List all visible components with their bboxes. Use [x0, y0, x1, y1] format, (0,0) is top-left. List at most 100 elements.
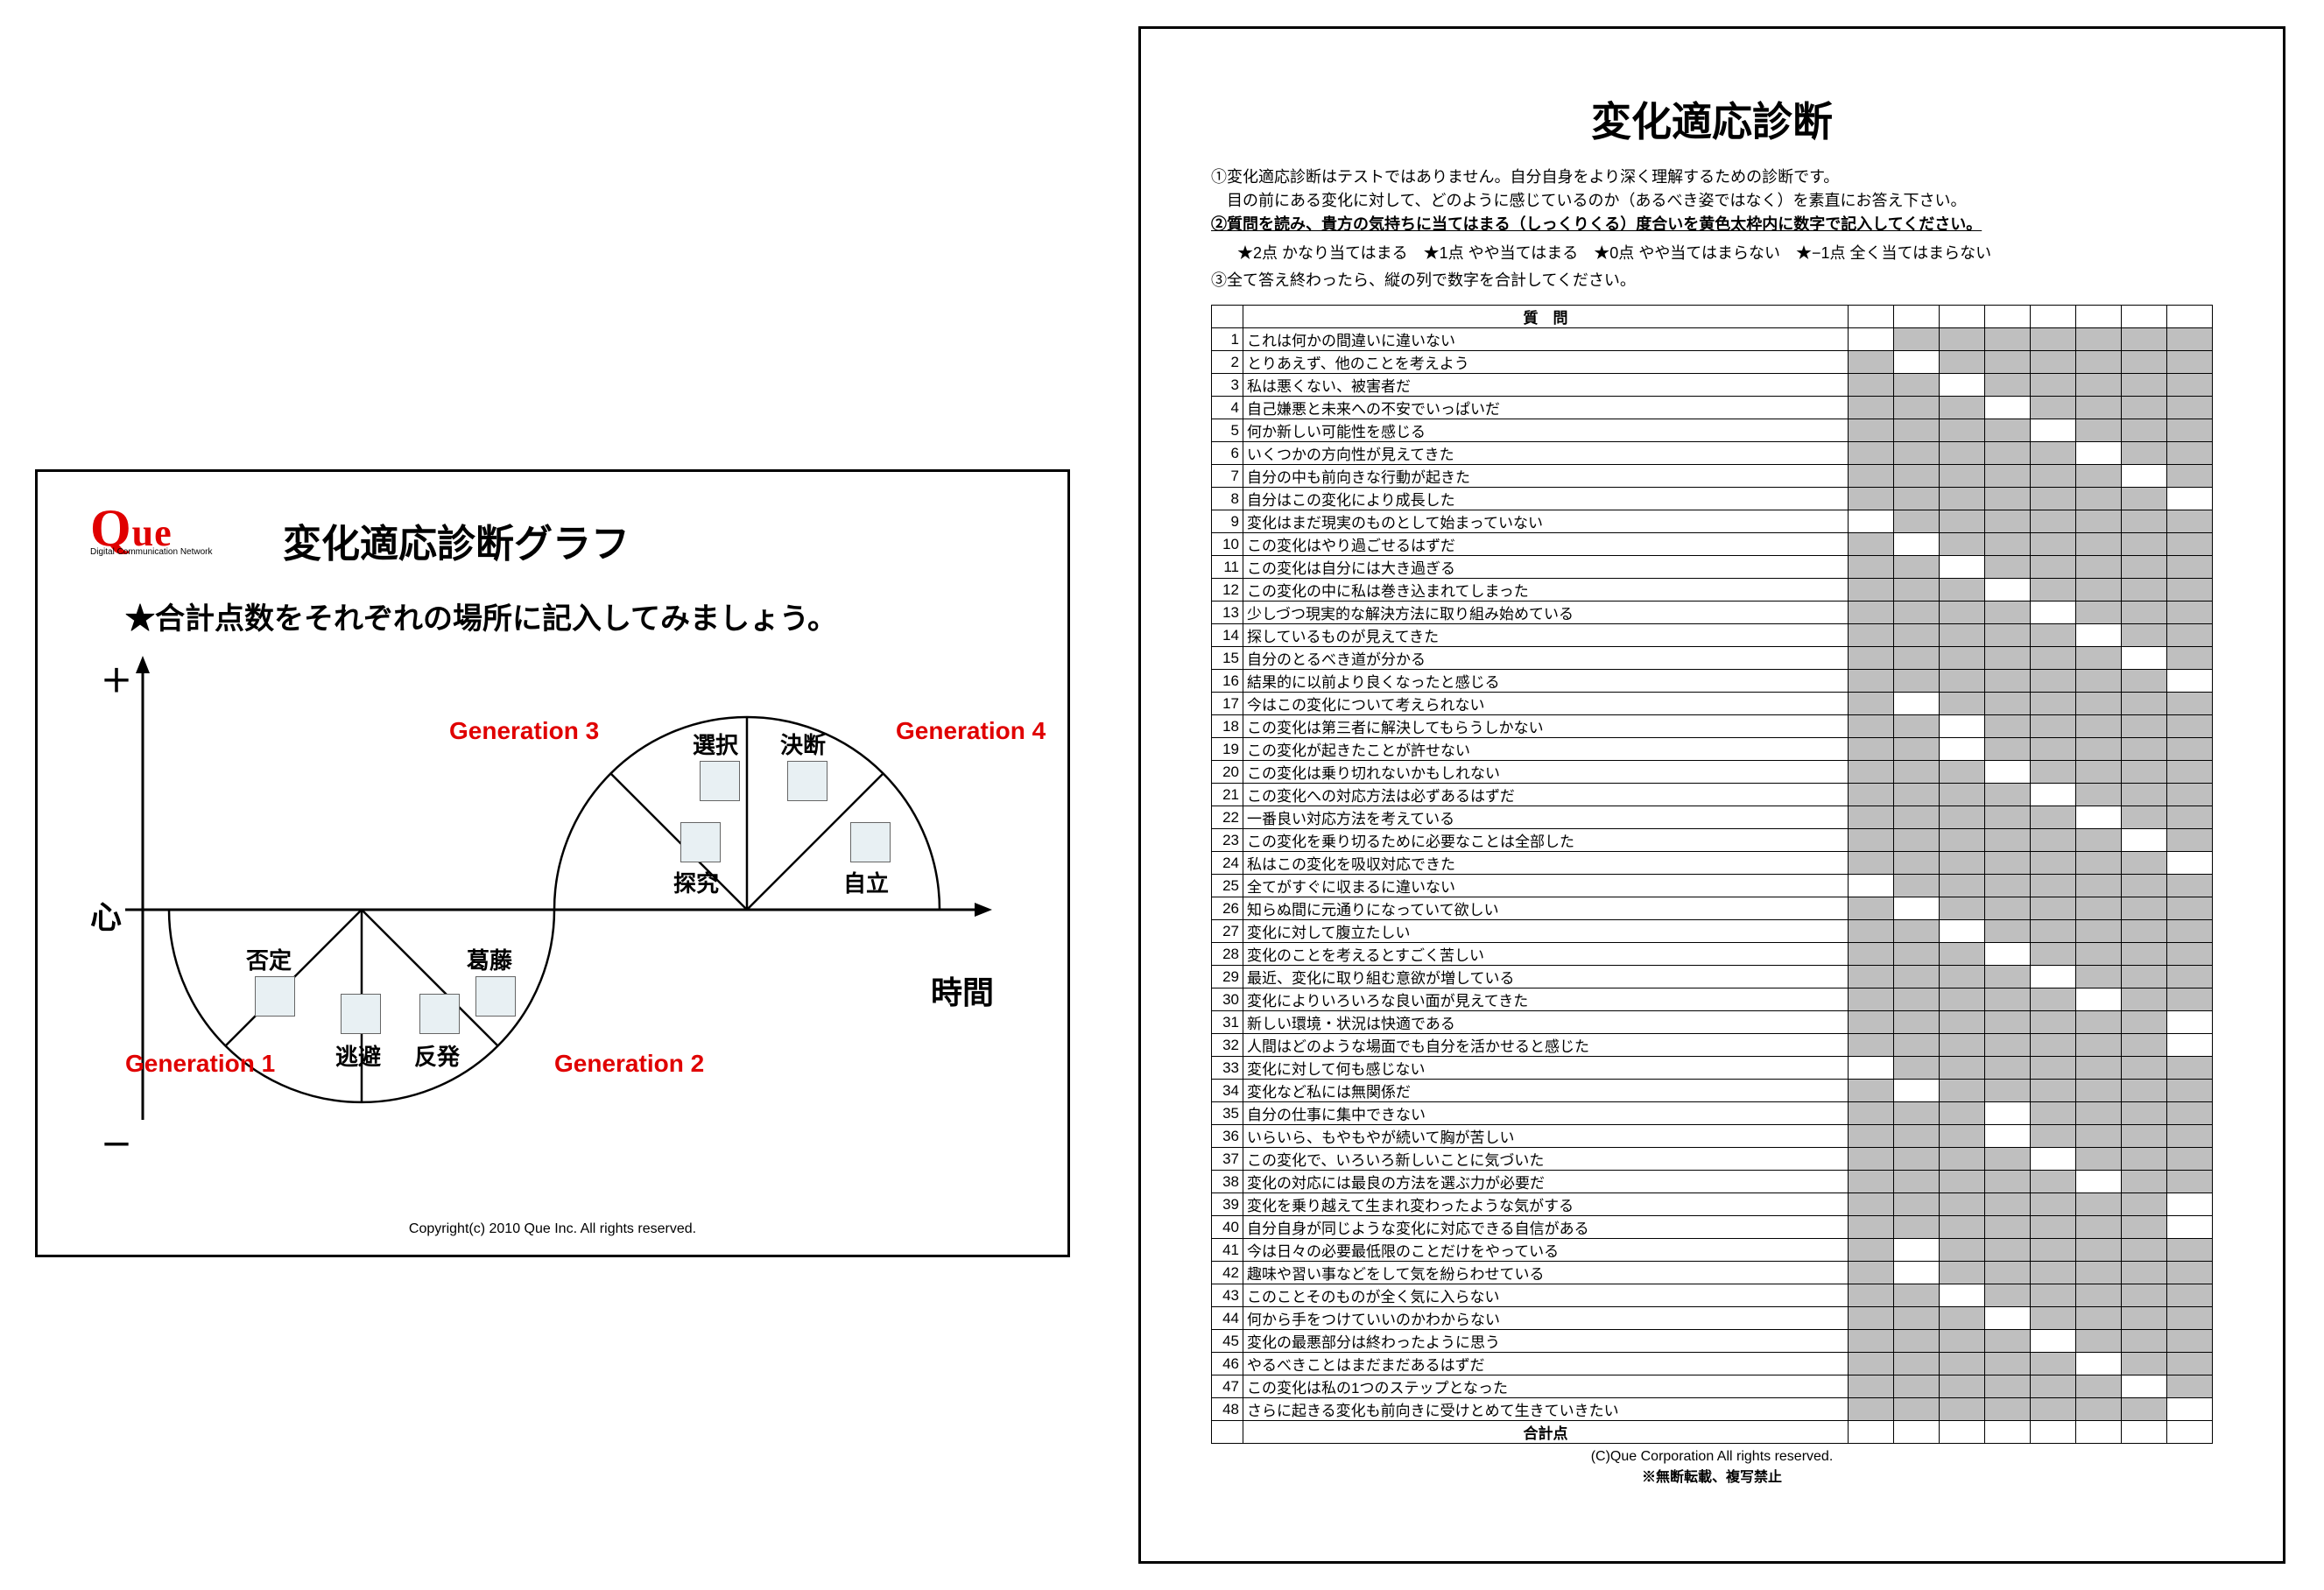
score-box-3[interactable]	[419, 994, 460, 1034]
score-box-4[interactable]	[475, 976, 516, 1017]
score-box-7[interactable]	[787, 761, 827, 801]
score-box-6[interactable]	[700, 761, 740, 801]
answer-cell[interactable]	[2122, 465, 2167, 488]
answer-cell[interactable]	[1894, 351, 1940, 374]
score-box-2[interactable]	[341, 994, 381, 1034]
answer-cell[interactable]	[2031, 966, 2076, 988]
answer-cell[interactable]	[2076, 806, 2122, 829]
answer-cell[interactable]	[2167, 670, 2213, 693]
blocked-cell	[1849, 1148, 1894, 1171]
total-cell[interactable]	[2122, 1421, 2167, 1444]
answer-cell[interactable]	[2167, 1034, 2213, 1057]
score-box-5[interactable]	[680, 822, 721, 862]
answer-cell[interactable]	[1985, 943, 2031, 966]
answer-cell[interactable]	[2031, 1148, 2076, 1171]
blocked-cell	[1985, 419, 2031, 442]
answer-cell[interactable]	[1985, 1307, 2031, 1330]
blocked-cell	[2122, 1102, 2167, 1125]
blocked-cell	[1985, 1262, 2031, 1284]
row-number: 6	[1212, 442, 1243, 465]
total-cell[interactable]	[1985, 1421, 2031, 1444]
total-cell[interactable]	[2031, 1421, 2076, 1444]
blocked-cell	[2122, 397, 2167, 419]
answer-cell[interactable]	[1940, 374, 1985, 397]
answer-cell[interactable]	[2031, 419, 2076, 442]
answer-cell[interactable]	[2076, 1171, 2122, 1193]
question-text: この変化は第三者に解決してもらうしかない	[1243, 715, 1849, 738]
answer-cell[interactable]	[1849, 510, 1894, 533]
blocked-cell	[2031, 920, 2076, 943]
answer-cell[interactable]	[1894, 693, 1940, 715]
answer-cell[interactable]	[2122, 647, 2167, 670]
total-cell[interactable]	[1894, 1421, 1940, 1444]
answer-cell[interactable]	[1849, 875, 1894, 897]
answer-cell[interactable]	[2076, 442, 2122, 465]
blocked-cell	[2122, 943, 2167, 966]
answer-cell[interactable]	[1894, 1239, 1940, 1262]
answer-cell[interactable]	[2167, 1216, 2213, 1239]
row-number: 24	[1212, 852, 1243, 875]
answer-cell[interactable]	[1940, 920, 1985, 943]
row-number: 17	[1212, 693, 1243, 715]
answer-cell[interactable]	[1985, 579, 2031, 602]
score-box-8[interactable]	[850, 822, 891, 862]
blocked-cell	[1940, 829, 1985, 852]
question-text: 自分のとるべき道が分かる	[1243, 647, 1849, 670]
answer-cell[interactable]	[2167, 488, 2213, 510]
answer-cell[interactable]	[1985, 761, 2031, 784]
blocked-cell	[1849, 1011, 1894, 1034]
blocked-cell	[2167, 602, 2213, 624]
blocked-cell	[1985, 920, 2031, 943]
score-box-1[interactable]	[255, 976, 295, 1017]
blocked-cell	[2031, 1057, 2076, 1080]
answer-cell[interactable]	[2167, 1011, 2213, 1034]
answer-cell[interactable]	[1894, 1080, 1940, 1102]
answer-cell[interactable]	[2031, 784, 2076, 806]
answer-cell[interactable]	[2031, 1330, 2076, 1353]
segment-label-7: 決断	[780, 728, 826, 760]
blocked-cell	[1985, 738, 2031, 761]
blocked-cell	[1849, 943, 1894, 966]
row-number: 7	[1212, 465, 1243, 488]
answer-cell[interactable]	[1894, 1262, 1940, 1284]
row-number: 2	[1212, 351, 1243, 374]
generation-1-label: Generation 1	[125, 1050, 275, 1078]
answer-cell[interactable]	[2122, 1375, 2167, 1398]
row-number: 43	[1212, 1284, 1243, 1307]
table-row: 9変化はまだ現実のものとして始まっていない	[1212, 510, 2213, 533]
answer-cell[interactable]	[1985, 1125, 2031, 1148]
blocked-cell	[1985, 1216, 2031, 1239]
total-cell[interactable]	[1849, 1421, 1894, 1444]
blocked-cell	[2076, 1239, 2122, 1262]
answer-cell[interactable]	[1849, 328, 1894, 351]
answer-cell[interactable]	[2167, 852, 2213, 875]
answer-cell[interactable]	[1940, 556, 1985, 579]
question-text: この変化を乗り切るために必要なことは全部した	[1243, 829, 1849, 852]
answer-cell[interactable]	[1894, 897, 1940, 920]
row-number: 47	[1212, 1375, 1243, 1398]
answer-cell[interactable]	[2122, 829, 2167, 852]
total-cell[interactable]	[2076, 1421, 2122, 1444]
answer-cell[interactable]	[2167, 1398, 2213, 1421]
answer-cell[interactable]	[1940, 1284, 1985, 1307]
answer-cell[interactable]	[2076, 624, 2122, 647]
answer-cell[interactable]	[2167, 1193, 2213, 1216]
answer-cell[interactable]	[2076, 1353, 2122, 1375]
blocked-cell	[2122, 897, 2167, 920]
answer-cell[interactable]	[1940, 738, 1985, 761]
total-cell[interactable]	[1940, 1421, 1985, 1444]
table-row: 44何から手をつけていいのかわからない	[1212, 1307, 2213, 1330]
answer-cell[interactable]	[2076, 988, 2122, 1011]
answer-cell[interactable]	[1894, 533, 1940, 556]
answer-cell[interactable]	[1985, 1102, 2031, 1125]
total-cell[interactable]	[2167, 1421, 2213, 1444]
answer-cell[interactable]	[1985, 397, 2031, 419]
answer-cell[interactable]	[1849, 1057, 1894, 1080]
answer-cell[interactable]	[2031, 602, 2076, 624]
answer-cell[interactable]	[1940, 715, 1985, 738]
question-text: この変化への対応方法は必ずあるはずだ	[1243, 784, 1849, 806]
blocked-cell	[1940, 351, 1985, 374]
blocked-cell	[2076, 647, 2122, 670]
question-text: この変化は乗り切れないかもしれない	[1243, 761, 1849, 784]
row-number: 37	[1212, 1148, 1243, 1171]
